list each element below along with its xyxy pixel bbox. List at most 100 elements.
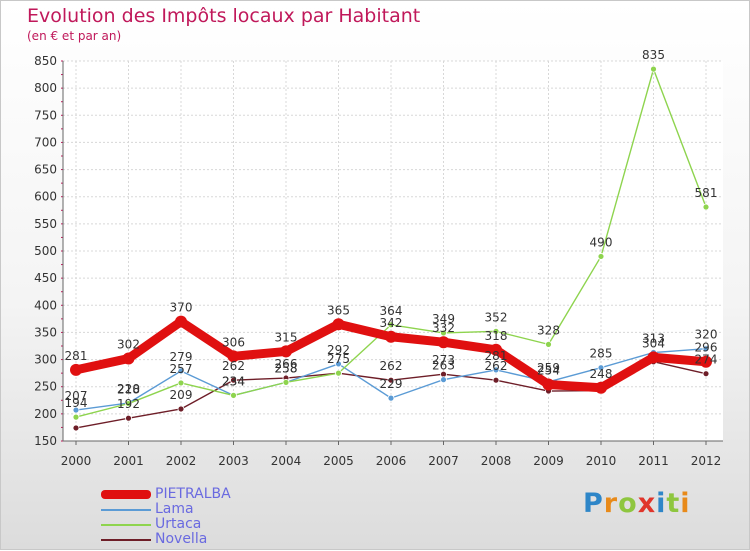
legend-swatch <box>101 538 151 541</box>
legend-item-urtaca: Urtaca <box>101 517 231 532</box>
legend-item-lama: Lama <box>101 502 231 517</box>
data-label-urtaca: 835 <box>642 48 665 62</box>
data-label-novella: 273 <box>432 353 455 367</box>
data-label-urtaca: 218 <box>117 383 140 397</box>
data-label-pietralba: 370 <box>170 301 193 315</box>
data-label-urtaca: 349 <box>432 312 455 326</box>
data-point-urtaca <box>440 329 447 337</box>
data-label-pietralba: 248 <box>590 367 613 381</box>
data-point-urtaca <box>492 327 500 335</box>
proxiti-logo: Proxiti <box>583 488 691 519</box>
data-label-lama: 263 <box>432 359 455 373</box>
data-point-novella <box>72 424 80 432</box>
data-point-urtaca <box>702 203 710 211</box>
data-point-urtaca <box>230 391 237 399</box>
data-point-novella <box>230 376 237 384</box>
data-point-pietralba <box>385 330 397 343</box>
y-tick-label: 550 <box>34 217 57 231</box>
data-label-lama: 207 <box>65 389 88 403</box>
y-tick-label: 750 <box>34 108 57 122</box>
data-label-novella: 266 <box>275 357 298 371</box>
data-point-lama <box>702 345 710 353</box>
data-point-urtaca <box>597 253 605 260</box>
logo-letter: x <box>637 488 657 519</box>
x-tick-label: 2010 <box>586 454 617 468</box>
y-tick-label: 150 <box>34 434 57 448</box>
logo-letter: t <box>666 488 681 519</box>
data-point-pietralba <box>70 363 82 376</box>
data-point-pietralba <box>122 352 135 365</box>
data-label-pietralba: 315 <box>275 330 298 344</box>
data-point-pietralba <box>542 378 555 391</box>
data-label-lama: 279 <box>170 350 193 364</box>
data-label-novella: 262 <box>380 359 403 373</box>
data-label-novella: 262 <box>222 359 245 373</box>
data-point-urtaca <box>125 400 132 407</box>
x-tick-label: 2012 <box>691 454 722 468</box>
data-label-pietralba: 306 <box>222 335 245 349</box>
data-point-pietralba <box>437 336 450 349</box>
y-tick-label: 250 <box>34 380 57 394</box>
data-label-lama: 320 <box>695 328 718 342</box>
data-point-pietralba <box>700 355 712 368</box>
y-tick-label: 400 <box>34 298 57 312</box>
data-point-lama <box>492 366 500 374</box>
data-point-lama <box>597 364 605 372</box>
data-point-urtaca <box>545 340 552 348</box>
y-tick-label: 650 <box>34 163 57 177</box>
data-point-pietralba <box>595 381 607 394</box>
data-label-lama: 258 <box>275 361 298 375</box>
data-point-pietralba <box>175 315 187 328</box>
data-point-lama <box>335 360 342 368</box>
data-label-pietralba: 302 <box>117 337 140 351</box>
y-tick-label: 700 <box>34 135 57 149</box>
y-tick-label: 850 <box>34 54 57 68</box>
data-label-lama: 285 <box>590 347 613 361</box>
x-tick-label: 2011 <box>638 454 669 468</box>
data-label-urtaca: 194 <box>65 396 88 410</box>
data-label-novella: 262 <box>485 359 508 373</box>
data-label-lama: 220 <box>117 382 140 396</box>
data-label-pietralba: 304 <box>642 336 665 350</box>
y-tick-label: 500 <box>34 244 57 258</box>
data-point-pietralba <box>332 318 345 331</box>
data-label-novella: 192 <box>117 397 140 411</box>
data-label-urtaca: 275 <box>327 352 350 366</box>
data-point-novella <box>125 414 132 422</box>
data-point-pietralba <box>647 351 660 364</box>
legend-label: PIETRALBA <box>155 486 231 502</box>
data-point-pietralba <box>280 345 292 358</box>
legend-swatch <box>101 490 151 499</box>
data-label-urtaca: 490 <box>590 235 613 249</box>
y-tick-label: 200 <box>34 407 57 421</box>
data-label-lama: 234 <box>222 374 245 388</box>
data-point-lama <box>440 376 447 384</box>
x-tick-label: 2006 <box>376 454 407 468</box>
data-point-urtaca <box>177 379 185 387</box>
data-point-urtaca <box>387 321 395 329</box>
chart-title: Evolution des Impôts locaux par Habitant <box>27 5 421 27</box>
legend-swatch <box>101 508 151 511</box>
data-point-pietralba <box>227 350 240 363</box>
y-tick-label: 300 <box>34 353 57 367</box>
legend-item-novella: Novella <box>101 532 231 547</box>
data-label-urtaca: 258 <box>275 361 298 375</box>
data-point-pietralba <box>490 343 502 356</box>
data-label-lama: 229 <box>380 377 403 391</box>
logo-letter: r <box>603 488 619 519</box>
data-label-lama: 292 <box>327 343 350 357</box>
data-label-novella: 209 <box>170 388 193 402</box>
logo-letter: P <box>583 488 604 519</box>
data-point-urtaca <box>282 378 290 386</box>
data-point-lama <box>177 367 185 375</box>
x-tick-label: 2009 <box>533 454 564 468</box>
data-label-pietralba: 318 <box>485 329 508 343</box>
legend-item-pietralba: PIETRALBA <box>101 487 231 502</box>
data-label-urtaca: 581 <box>695 186 718 200</box>
legend-label: Lama <box>155 501 194 517</box>
data-label-pietralba: 281 <box>65 349 88 363</box>
data-point-novella <box>702 370 710 378</box>
y-tick-label: 350 <box>34 325 57 339</box>
